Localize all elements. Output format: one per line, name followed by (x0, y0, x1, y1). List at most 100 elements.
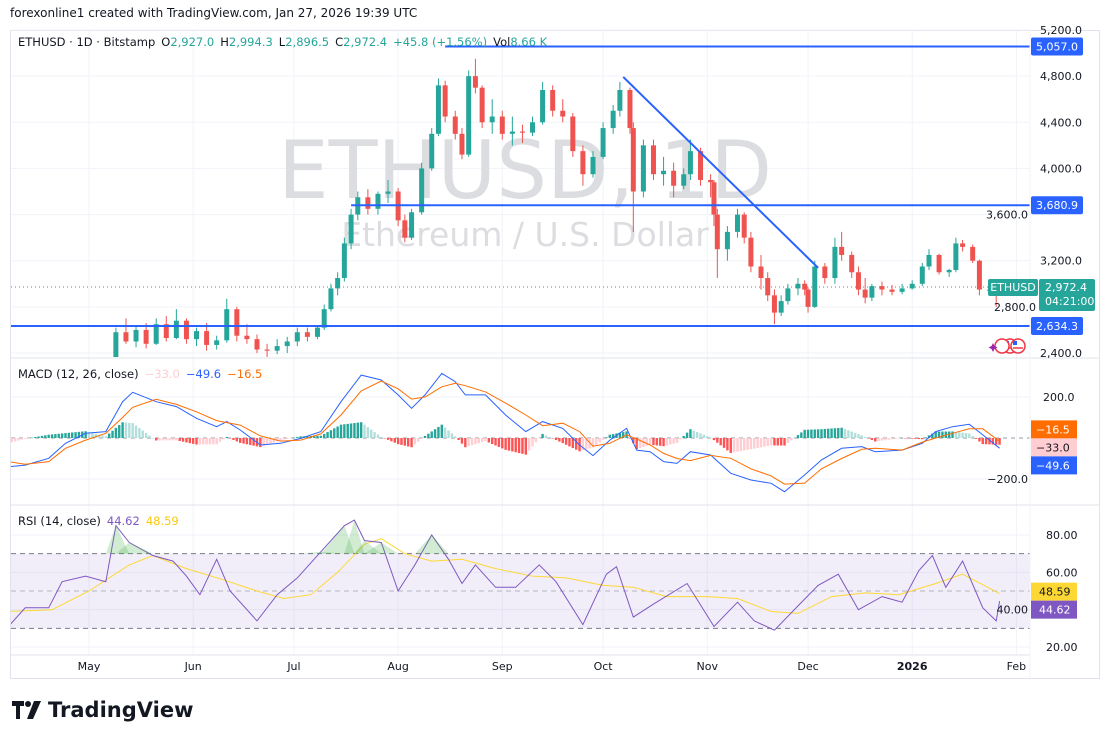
macd-histogram-bar (333, 428, 336, 438)
macd-histogram-bar (71, 432, 74, 438)
candle-body (214, 340, 220, 345)
macd-histogram-bar (806, 429, 810, 438)
candle-body (748, 237, 754, 267)
macd-histogram-bar (386, 438, 390, 440)
macd-histogram-bar (564, 438, 568, 445)
candle-body (550, 89, 556, 111)
macd-histogram-bar (978, 438, 981, 442)
candle-body (960, 243, 966, 247)
macd-histogram-bar (54, 434, 57, 438)
tradingview-logo-icon (12, 701, 41, 719)
macd-signal-tag-text: −16.5 (1036, 423, 1070, 436)
macd-histogram-value: −33.0 (144, 367, 180, 381)
level-price-tag-text: 2,634.3 (1036, 320, 1078, 333)
macd-histogram-bar (77, 431, 81, 438)
macd-histogram-bar (954, 431, 958, 438)
macd-histogram-bar (984, 438, 988, 445)
macd-histogram-bar (343, 424, 346, 438)
macd-histogram-bar (524, 438, 527, 455)
time-axis-label: 2026 (897, 660, 928, 673)
macd-histogram-bar (47, 434, 50, 438)
current-price-tag (1039, 278, 1095, 311)
rsi-axis-label: 20.00 (1046, 641, 1078, 654)
tradingview-logo[interactable]: TradingView (12, 698, 193, 722)
macd-histogram-bar (988, 438, 991, 445)
macd-histogram-bar (689, 429, 692, 438)
macd-histogram-bar (121, 422, 124, 438)
macd-histogram-bar (363, 424, 366, 438)
macd-histogram-bar (914, 438, 917, 439)
macd-histogram-bar (323, 433, 326, 438)
candle-body (832, 246, 838, 279)
macd-histogram-bar (178, 438, 181, 441)
candle-body (687, 151, 693, 175)
macd-histogram-bar (655, 438, 659, 446)
candle-body (284, 341, 290, 347)
macd-histogram-bar (67, 432, 71, 438)
macd-histogram-bar (91, 432, 94, 438)
macd-signal-line (11, 380, 1000, 485)
rsi-value: 44.62 (106, 514, 140, 528)
macd-histogram-bar (171, 438, 175, 441)
macd-histogram-bar (205, 438, 208, 445)
symbol-tag-text: ETHUSD (990, 281, 1035, 294)
macd-histogram-bar (820, 429, 823, 438)
macd-histogram-bar (635, 438, 638, 450)
candle-body (822, 266, 828, 279)
macd-histogram-bar (712, 438, 716, 441)
current-price-text: 2,972.4 (1045, 281, 1087, 294)
macd-histogram-bar (464, 438, 467, 448)
macd-histogram-bar (531, 438, 534, 447)
macd-histogram-bar (491, 438, 494, 445)
candle-body (304, 332, 310, 337)
macd-histogram-bar (729, 438, 732, 453)
macd-histogram-bar (951, 431, 954, 438)
macd-legend[interactable]: MACD (12, 26, close) −33.0 −49.6 −16.5 (18, 367, 268, 381)
macd-histogram-bar (423, 435, 427, 438)
rsi-rsi_ma-tag (1031, 582, 1077, 601)
macd-histogram-bar (880, 438, 884, 441)
macd-signal-value: −16.5 (227, 367, 263, 381)
macd-histogram-bar (632, 438, 635, 444)
low-label: L (278, 35, 286, 49)
macd-histogram-bar (783, 438, 786, 446)
macd-histogram-bar (726, 438, 729, 451)
macd-histogram-bar (548, 436, 551, 438)
macd-histogram-bar (648, 438, 652, 445)
macd-histogram-bar (319, 435, 323, 438)
macd-histogram-bar (366, 427, 370, 438)
rsi-overbought-fill (320, 525, 355, 554)
macd-histogram-bar (420, 438, 423, 439)
macd-histogram-bar (743, 438, 746, 451)
macd-histogram-bar (763, 438, 766, 447)
macd-histogram-bar (84, 431, 87, 438)
macd-histogram-bar (296, 437, 299, 438)
macd-histogram-bar (225, 436, 228, 438)
macd-histogram-bar (208, 438, 212, 445)
symbol-legend[interactable]: ETHUSD · 1D · Bitstamp O2,927.0 H2,994.3 L2… (18, 35, 553, 49)
macd-histogram-bar (847, 430, 850, 438)
macd-histogram-bar (786, 438, 790, 443)
macd-histogram-bar (349, 423, 353, 438)
macd-histogram-bar (443, 427, 447, 438)
candle-body (758, 266, 764, 279)
macd-histogram-bar (504, 438, 507, 450)
macd-histogram-bar (222, 438, 225, 440)
macd-histogram-bar (131, 423, 134, 438)
candle-body (714, 214, 720, 250)
macd-histogram-bar (259, 438, 262, 448)
trendline[interactable] (622, 76, 819, 269)
candle-body (519, 131, 525, 133)
macd-histogram-bar (753, 438, 756, 449)
us-flag-event-icon[interactable] (994, 338, 1010, 354)
candle-body (734, 214, 740, 232)
rsi-legend[interactable]: RSI (14, close) 44.62 48.59 (18, 514, 185, 528)
macd-histogram-bar (870, 438, 874, 440)
macd-histogram-bar (376, 434, 380, 438)
macd-histogram-bar (275, 438, 279, 442)
macd-histogram-bar (228, 438, 232, 439)
volume-label: Vol (493, 35, 511, 49)
macd-histogram-bar (800, 432, 803, 438)
candle-body (294, 332, 300, 342)
